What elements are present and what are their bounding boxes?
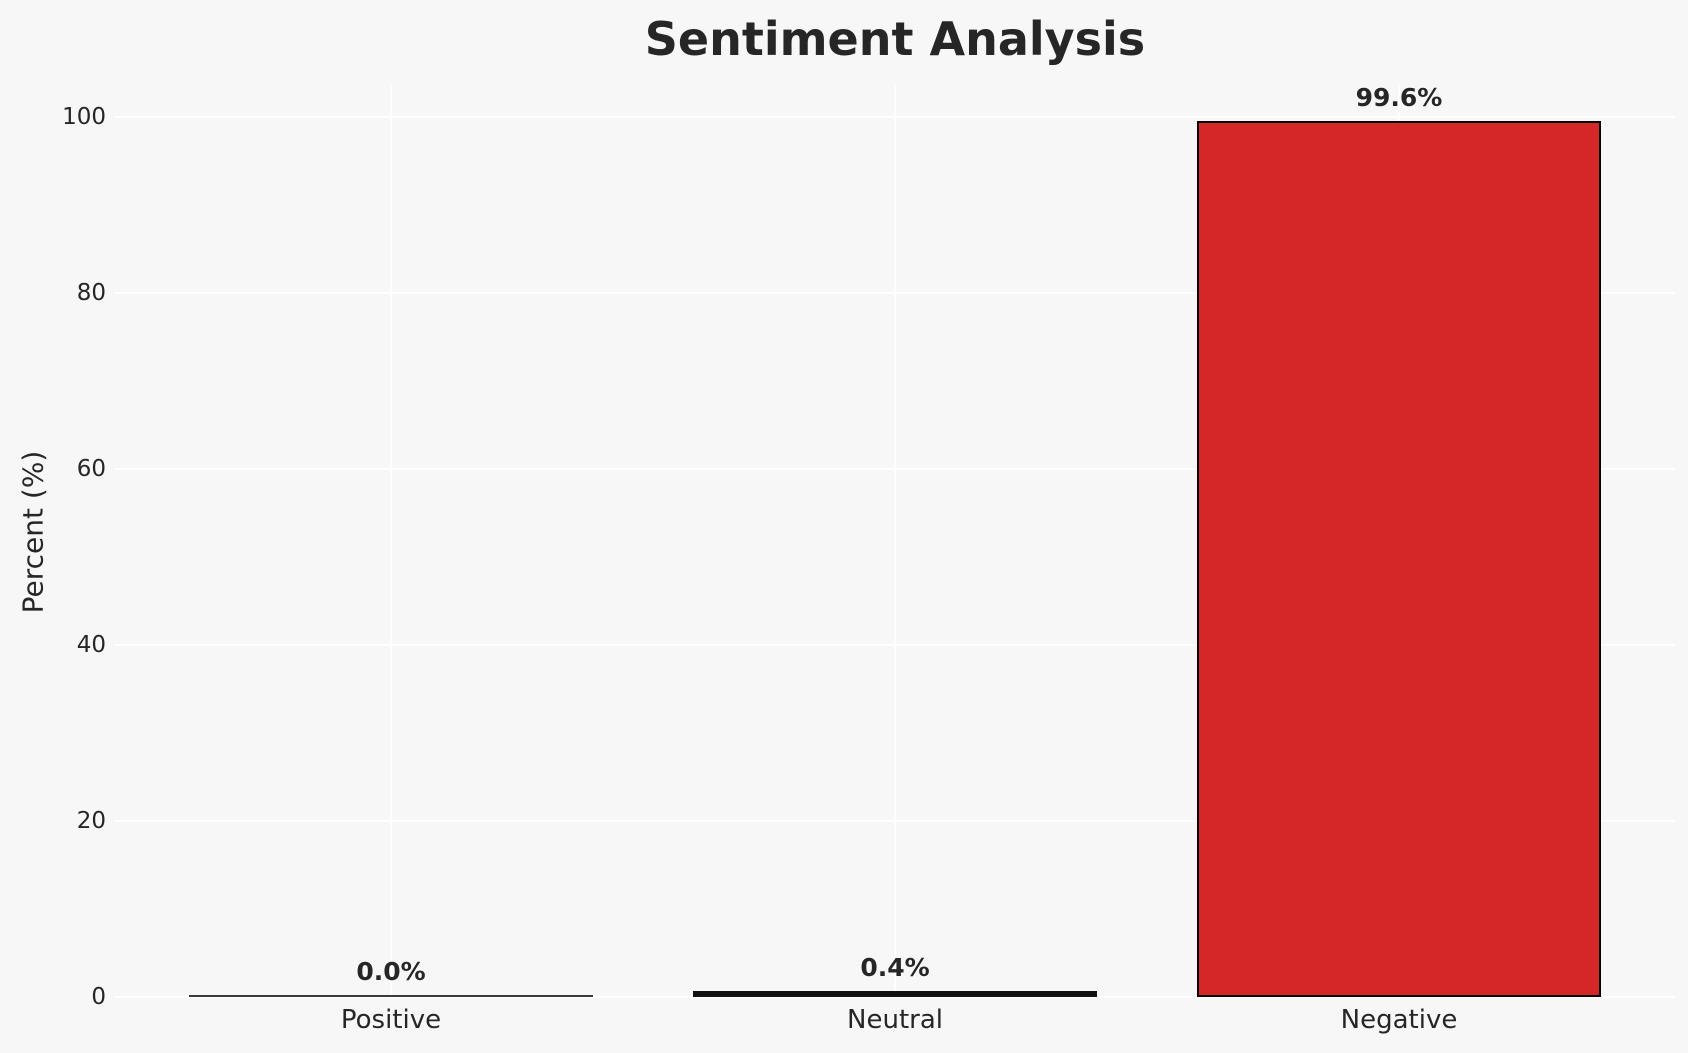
gridline-v-positive (390, 85, 392, 997)
y-tick-label-20: 20 (76, 808, 106, 834)
gridline-h-0 (115, 996, 1675, 998)
y-tick-label-100: 100 (62, 104, 106, 130)
bar-positive (189, 994, 593, 997)
bar-value-label-positive: 0.0% (356, 956, 426, 986)
x-tick-label-neutral: Neutral (847, 1005, 943, 1035)
bar-value-label-neutral: 0.4% (860, 953, 930, 983)
bar-negative (1197, 120, 1601, 997)
x-tick-label-positive: Positive (340, 1005, 442, 1035)
x-tick-label-negative: Negative (1340, 1005, 1458, 1035)
chart-title: Sentiment Analysis (644, 12, 1146, 66)
bar-value-label-negative: 99.6% (1355, 82, 1443, 112)
y-tick-label-60: 60 (76, 456, 106, 482)
bar-neutral (693, 991, 1097, 997)
y-tick-label-80: 80 (76, 280, 106, 306)
y-tick-label-0: 0 (91, 984, 106, 1010)
gridline-v-neutral (894, 85, 896, 997)
y-tick-label-40: 40 (76, 632, 106, 658)
plot-area: 0.0% 0.4% 99.6% (115, 82, 1675, 998)
